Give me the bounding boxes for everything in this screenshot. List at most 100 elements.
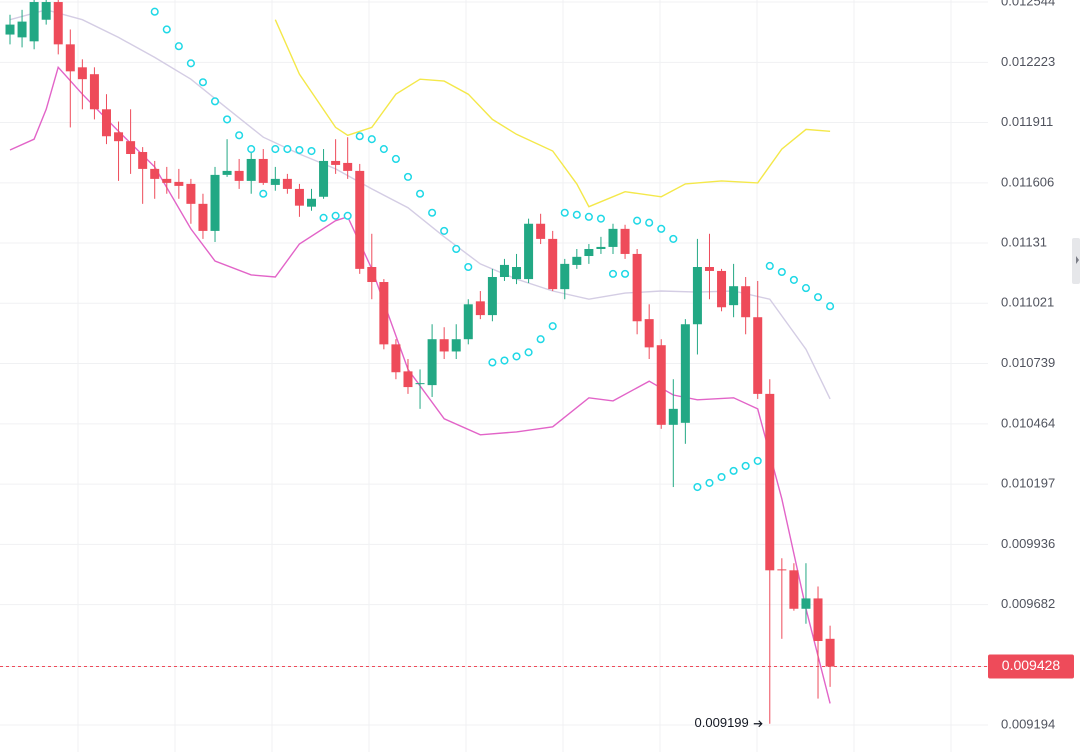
candle-body <box>126 141 136 155</box>
candle-body <box>596 246 606 249</box>
candle-body <box>282 178 292 189</box>
candle-body <box>114 132 124 142</box>
sar-dot <box>560 208 569 217</box>
candle-body <box>5 24 15 35</box>
low-annotation: 0.009199 <box>695 715 749 730</box>
candle-body <box>704 267 714 271</box>
sar-dot <box>198 78 208 87</box>
sar-dot <box>247 145 256 154</box>
sar-dot <box>331 211 340 220</box>
candle-body <box>741 286 751 318</box>
y-tick-label: 0.010739 <box>1001 355 1055 370</box>
sar-dot <box>596 214 605 223</box>
candle-body <box>572 256 582 265</box>
candle-body <box>65 44 75 72</box>
sar-dot <box>271 145 280 154</box>
candle-body <box>584 248 594 257</box>
candle-body <box>343 162 353 171</box>
sar-dot <box>162 25 171 34</box>
sar-dot <box>283 145 292 154</box>
candle-body <box>801 598 811 609</box>
candle-body <box>150 168 160 179</box>
sar-dot <box>488 358 497 367</box>
y-tick-label: 0.010464 <box>1001 415 1055 430</box>
candle-body <box>415 383 425 385</box>
sar-dot <box>174 42 183 51</box>
candle-body <box>560 263 570 290</box>
y-tick-label: 0.009194 <box>1001 716 1055 731</box>
sar-dot <box>355 132 364 141</box>
y-tick-label: 0.009682 <box>1001 596 1055 611</box>
candle-body <box>319 160 329 197</box>
sar-dot <box>223 115 232 124</box>
sar-dot <box>235 131 244 140</box>
sar-dot <box>741 461 750 470</box>
candle-body <box>89 74 99 110</box>
candle-body <box>307 198 316 207</box>
candle-body <box>29 2 39 42</box>
candle-body <box>813 598 823 642</box>
sar-dot <box>259 189 268 198</box>
candle-body <box>536 223 546 239</box>
candle-body <box>234 170 244 181</box>
candle-body <box>463 304 473 340</box>
sar-dot <box>777 267 786 277</box>
candle-body <box>765 393 775 571</box>
candle-body <box>656 345 666 425</box>
sar-dot <box>391 154 400 164</box>
sar-dot <box>572 210 581 219</box>
sar-dot <box>524 348 533 357</box>
sar-dot <box>295 145 304 155</box>
y-tick-label: 0.011021 <box>1001 295 1054 310</box>
y-tick-label: 0.011911 <box>1001 114 1053 129</box>
sar-dot <box>826 302 835 311</box>
candle-body <box>692 267 702 325</box>
candle-body <box>101 109 111 137</box>
candle-body <box>391 344 401 373</box>
low-annotation-arrow <box>753 720 763 728</box>
indicator-line <box>9 65 831 704</box>
candle-body <box>680 324 690 423</box>
sar-dot <box>633 216 642 225</box>
y-tick-label: 0.009936 <box>1001 536 1055 551</box>
sar-dot <box>512 352 521 361</box>
sar-dot <box>307 146 316 156</box>
y-tick-label: 0.012544 <box>1001 0 1055 8</box>
sar-dot <box>608 269 618 278</box>
sar-dot <box>753 456 762 465</box>
candle-body <box>270 178 280 185</box>
candle-body <box>632 253 642 322</box>
sar-dot <box>440 226 449 235</box>
sar-dot <box>343 211 352 220</box>
candle-body <box>403 371 413 388</box>
candle-body <box>753 317 763 394</box>
candle-body <box>77 67 87 80</box>
candle-body <box>620 228 630 254</box>
candle-body <box>355 170 365 269</box>
candle-body <box>138 152 148 169</box>
candle-body <box>41 2 51 20</box>
candle-body <box>162 178 172 183</box>
y-tick-label: 0.011606 <box>1001 174 1054 189</box>
y-tick-label: 0.01131 <box>1001 234 1047 249</box>
y-tick-label: 0.012223 <box>1001 54 1055 69</box>
sar-dot <box>813 293 823 302</box>
sar-dot <box>186 59 195 68</box>
sar-dot <box>621 269 630 278</box>
sar-dot <box>717 472 726 482</box>
candle-body <box>222 170 232 175</box>
handle-arrow <box>1076 256 1079 264</box>
candle-body <box>451 339 461 352</box>
sar-dot <box>367 135 376 144</box>
candle-body <box>644 319 654 348</box>
last-price-label: 0.009428 <box>1002 657 1061 673</box>
candle-body <box>17 21 27 38</box>
candle-body <box>331 160 341 165</box>
candle-body <box>379 282 389 345</box>
sar-dot <box>765 261 774 271</box>
sar-dot <box>452 244 461 254</box>
candle-body <box>729 286 739 306</box>
candle-body <box>367 267 377 283</box>
